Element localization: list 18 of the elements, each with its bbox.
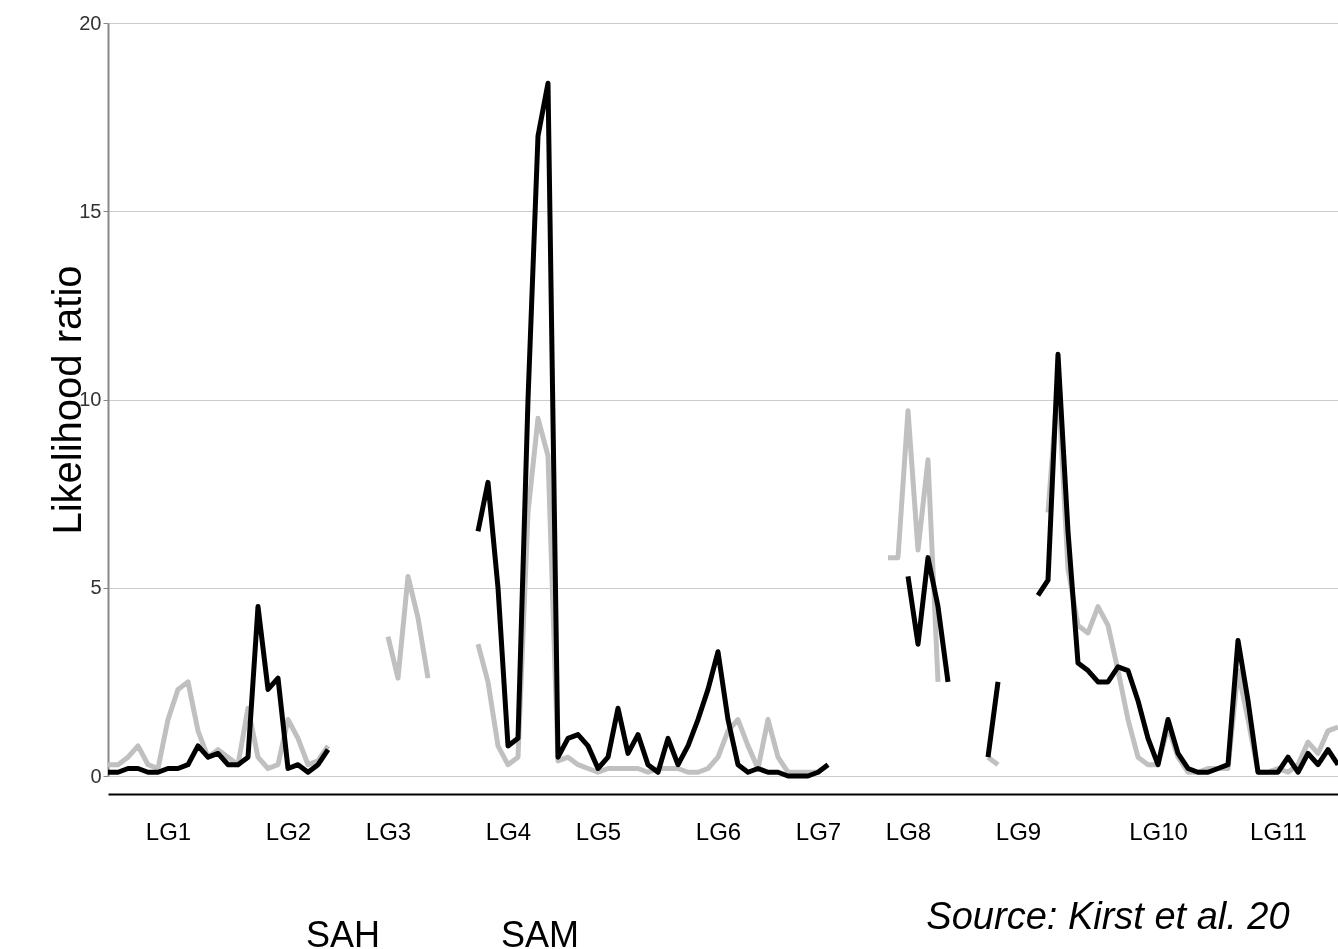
x-tick-label: LG6: [695, 817, 742, 845]
x-tick-label: LG9: [995, 817, 1042, 845]
x-tick-label: LG7: [795, 817, 842, 845]
y-tick-label: 5: [90, 576, 102, 599]
x-tick-label: LG5: [575, 817, 622, 845]
y-tick-label: 20: [79, 11, 102, 34]
x-tick-label: LG11: [1250, 817, 1307, 845]
source-note: Source: Kirst et al. 20: [926, 895, 1290, 937]
x-tick-label: LG3: [365, 817, 412, 845]
y-tick-label: 15: [79, 199, 102, 222]
x-tick-label: LG4: [485, 817, 532, 845]
x-tick-label: LG8: [885, 817, 932, 845]
x-tick-label: LG10: [1129, 817, 1188, 845]
y-tick-label: 0: [90, 764, 102, 787]
text: SAH: [305, 914, 381, 949]
x-tick-label: LG1: [145, 817, 192, 845]
text: SAM: [500, 914, 580, 949]
x-tick-label: LG2: [265, 817, 312, 845]
